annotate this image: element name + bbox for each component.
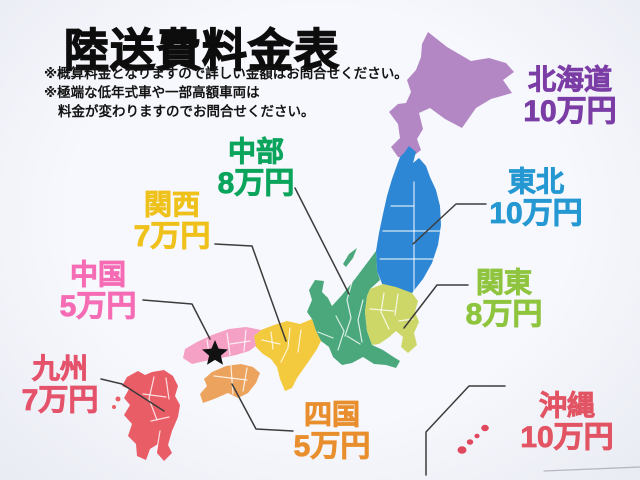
region-name: 北海道 xyxy=(527,64,613,96)
leader-lines xyxy=(100,187,640,476)
leader-shikoku xyxy=(231,383,294,432)
leader-chugoku xyxy=(142,299,211,340)
region-shikoku-shape xyxy=(200,364,260,403)
prefecture-borders xyxy=(142,181,441,450)
region-name: 九州 xyxy=(31,353,89,385)
region-name: 東北 xyxy=(507,166,565,198)
region-kanto-shape xyxy=(365,284,419,353)
region-name: 関西 xyxy=(143,189,201,221)
label-kanto: 関東 8万円 xyxy=(440,267,568,331)
leader-tohoku xyxy=(412,203,487,245)
label-shikoku: 四国 5万円 xyxy=(268,399,396,463)
region-price: 5万円 xyxy=(293,430,371,463)
region-price: 7万円 xyxy=(21,384,99,417)
leader-kyushu xyxy=(100,378,165,412)
leader-okinawa xyxy=(425,385,506,476)
region-price: 8万円 xyxy=(465,298,543,331)
okinawa-inset-line xyxy=(543,466,640,472)
region-chugoku-shape xyxy=(183,327,261,364)
label-tohoku: 東北 10万円 xyxy=(470,166,602,230)
kyushu-islet xyxy=(112,405,116,409)
region-price: 10万円 xyxy=(520,421,614,454)
region-name: 四国 xyxy=(303,399,361,431)
region-kansai-shape xyxy=(254,319,321,391)
region-kyushu-shape xyxy=(122,370,180,461)
region-name: 沖縄 xyxy=(538,390,596,422)
label-hokkaido: 北海道 10万円 xyxy=(500,64,640,128)
disclaimer-notes: ※概算料金となりますので詳しい金額はお問合せください。 ※極端な低年式車や一部高… xyxy=(44,64,408,121)
label-kyushu: 九州 7万円 xyxy=(0,353,120,417)
region-name: 関東 xyxy=(475,267,533,299)
region-hokkaido-shape xyxy=(389,32,514,158)
okinawa-islands-icon xyxy=(457,424,489,454)
page-title: 陸送費料金表 xyxy=(63,24,341,76)
region-price: 5万円 xyxy=(59,290,137,323)
note-line: ※概算料金となりますので詳しい金額はお問合せください。 xyxy=(44,66,408,81)
note-line: ※極端な低年式車や一部高額車両は xyxy=(44,85,260,100)
region-name: 中国 xyxy=(69,259,127,291)
region-price: 10万円 xyxy=(489,197,583,230)
black-star-icon xyxy=(202,340,228,365)
label-kansai: 関西 7万円 xyxy=(108,189,236,253)
region-name: 中部 xyxy=(227,136,285,168)
label-chubu: 中部 8万円 xyxy=(192,136,320,200)
leader-kanto xyxy=(403,284,469,329)
leader-kansai xyxy=(214,243,287,342)
leader-chubu xyxy=(294,187,350,295)
region-chubu-shape xyxy=(307,251,400,368)
sado-island-shape xyxy=(343,248,357,267)
region-price: 7万円 xyxy=(133,220,211,253)
label-okinawa: 沖縄 10万円 xyxy=(500,390,634,454)
label-chugoku: 中国 5万円 xyxy=(34,259,162,323)
note-line: 料金が変わりますのでお問合せください。 xyxy=(58,104,315,119)
kyushu-islet xyxy=(115,396,121,402)
region-price: 8万円 xyxy=(217,167,295,200)
region-tohoku-shape xyxy=(376,146,441,296)
region-price: 10万円 xyxy=(523,95,617,128)
